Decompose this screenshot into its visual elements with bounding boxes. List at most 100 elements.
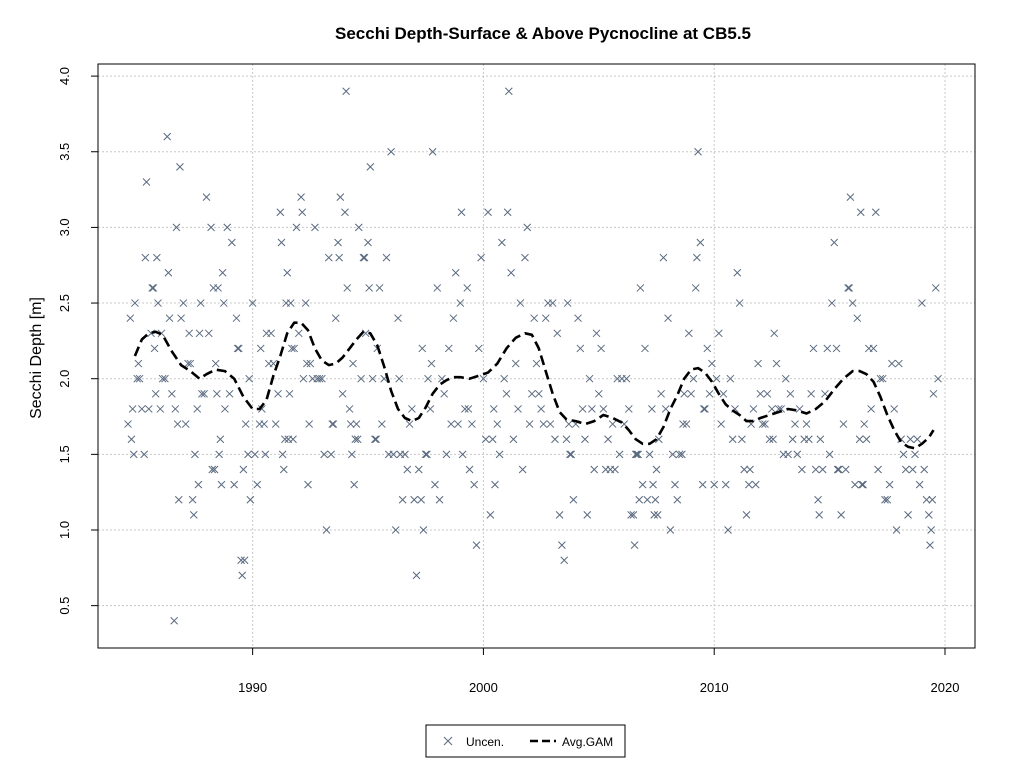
data-point: [395, 374, 404, 383]
data-point: [931, 284, 940, 292]
data-point: [477, 253, 485, 262]
data-point: [845, 284, 854, 292]
data-point: [885, 480, 894, 489]
data-point: [509, 435, 518, 444]
data-point: [597, 344, 605, 353]
data-point: [141, 253, 150, 262]
data-point: [338, 389, 347, 398]
data-point: [294, 329, 303, 338]
data-point: [408, 405, 416, 413]
data-point: [749, 405, 758, 413]
data-point: [327, 450, 335, 459]
x-tick-label: 1990: [238, 680, 267, 695]
data-point: [908, 465, 917, 474]
data-point: [634, 450, 642, 459]
data-point: [343, 284, 352, 292]
data-point: [303, 359, 311, 368]
y-axis-label: Secchi Depth [m]: [28, 297, 45, 419]
data-point: [699, 405, 708, 413]
data-point: [899, 450, 908, 459]
data-point: [765, 435, 774, 444]
data-point: [630, 541, 639, 549]
data-point: [352, 420, 361, 428]
data-point: [696, 238, 705, 247]
data-point: [703, 344, 712, 353]
data-point: [149, 284, 158, 292]
data-point: [721, 480, 730, 489]
y-tick-label: 3.5: [57, 143, 72, 161]
data-point: [874, 465, 882, 474]
data-point: [442, 450, 451, 459]
data-point: [297, 193, 305, 201]
data-point: [424, 374, 432, 383]
legend-uncen-label: Uncen.: [466, 735, 504, 749]
data-point: [378, 420, 386, 428]
data-point: [756, 389, 765, 398]
data-point: [195, 329, 204, 338]
legend-box: [425, 724, 626, 758]
data-point: [144, 405, 153, 413]
data-point: [680, 389, 689, 398]
data-point: [906, 435, 915, 444]
data-point: [652, 465, 661, 474]
data-point: [918, 299, 926, 307]
data-point: [649, 480, 657, 489]
data-point: [493, 420, 502, 428]
data-point: [320, 450, 329, 459]
data-point: [240, 556, 249, 565]
data-point: [124, 420, 132, 428]
uncensored-points: [124, 87, 942, 625]
data-point: [650, 511, 659, 519]
data-point: [740, 465, 749, 474]
data-point: [202, 193, 211, 201]
data-point: [518, 465, 527, 474]
data-point: [627, 511, 635, 519]
axes: 1990 2000 2010 2020 0.5 1.0 1.5 2.0 2.5 3.0 3.5 4.0: [57, 67, 959, 695]
data-point: [221, 405, 229, 413]
data-point: [271, 420, 280, 428]
data-point: [837, 511, 845, 519]
data-point: [588, 405, 596, 413]
data-point: [179, 299, 188, 307]
data-point: [288, 344, 296, 353]
data-point: [701, 405, 709, 413]
data-point: [331, 314, 340, 323]
data-point: [818, 465, 827, 474]
data-point: [217, 480, 226, 489]
data-point: [318, 374, 326, 383]
data-point: [615, 450, 624, 459]
data-point: [645, 450, 654, 459]
data-point: [208, 465, 217, 474]
data-point: [883, 495, 892, 504]
data-point: [468, 420, 476, 428]
data-point: [523, 223, 532, 232]
data-point: [859, 480, 867, 489]
data-point: [911, 450, 919, 459]
data-point: [186, 359, 195, 368]
data-point: [833, 465, 842, 474]
data-point: [691, 284, 700, 292]
data-point: [726, 374, 735, 383]
data-point: [599, 405, 608, 413]
data-point: [152, 253, 161, 262]
data-point: [666, 526, 675, 534]
data-point: [305, 420, 314, 428]
data-point: [611, 465, 619, 474]
legend-uncen-marker: [443, 736, 453, 746]
data-point: [635, 495, 644, 504]
data-point: [560, 556, 569, 565]
data-point: [495, 450, 504, 459]
data-point: [553, 329, 562, 338]
data-point: [465, 465, 474, 474]
data-point: [267, 329, 275, 338]
data-point: [693, 253, 701, 262]
data-point: [177, 314, 185, 323]
legend: Uncen. Avg.GAM: [425, 724, 626, 758]
data-point: [283, 268, 292, 277]
data-point: [484, 208, 492, 217]
data-point: [768, 405, 776, 413]
data-point: [772, 359, 781, 368]
data-point: [435, 495, 444, 504]
data-point: [742, 511, 751, 519]
data-point: [447, 420, 455, 428]
